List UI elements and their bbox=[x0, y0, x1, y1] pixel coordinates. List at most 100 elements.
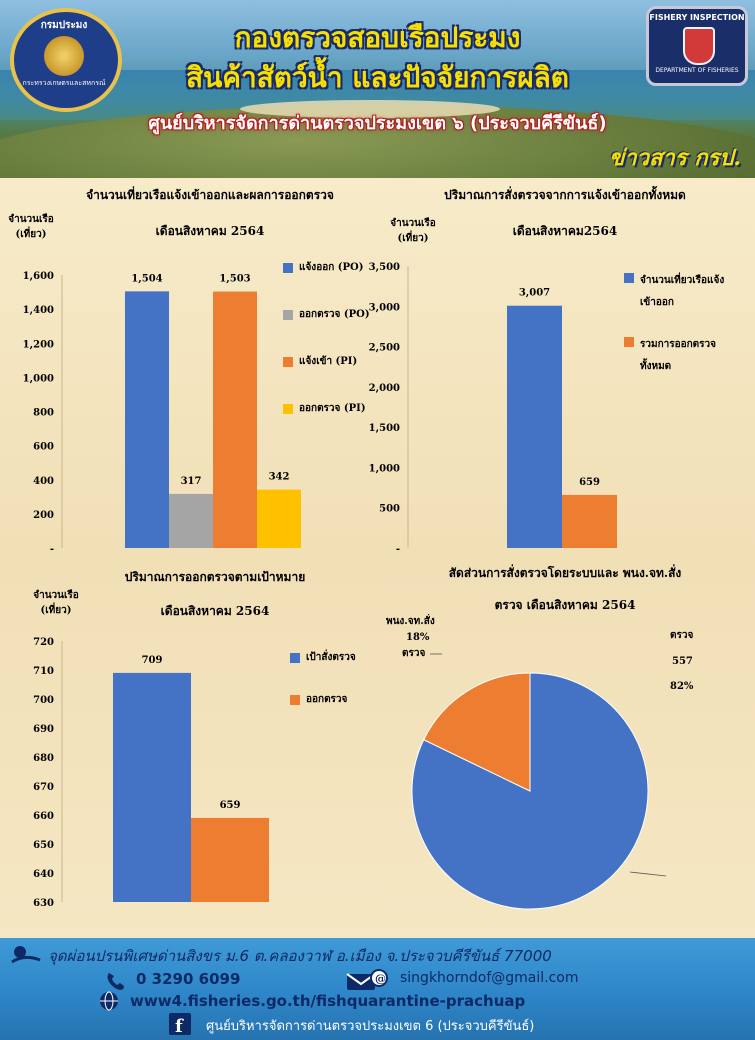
pie-slice bbox=[423, 672, 531, 792]
chart1-data-label: 1,503 bbox=[219, 274, 250, 285]
chart3-plot: 630 640 650 660 670 680 690 700 710 720 709 659 bbox=[33, 637, 269, 909]
pie-label-value: 557 bbox=[672, 656, 693, 667]
logo-right-bottom-text: DEPARTMENT OF FISHERIES bbox=[655, 67, 739, 74]
legend-label: แจ้งเข้า (PI) bbox=[299, 356, 358, 367]
chart3-y-tick: 650 bbox=[33, 840, 54, 851]
chart1-ylabel: จำนวนเรือ (เที่ยว) bbox=[0, 212, 62, 242]
pie-leader-line bbox=[629, 871, 667, 877]
pie-label-percent: 18% bbox=[406, 632, 430, 643]
chart3-y-tick: 680 bbox=[33, 753, 54, 764]
chart1-y-tick: 1,000 bbox=[23, 373, 54, 384]
pie-label-name: ตรวจ bbox=[670, 630, 693, 641]
legend-swatch bbox=[283, 263, 293, 273]
legend-label: ออกตรวจ (PO) bbox=[299, 309, 370, 320]
pie-label-name: พนง.จท.สั่ง bbox=[386, 614, 435, 627]
chart3-title-line2: เดือนสิงหาคม 2564 bbox=[160, 604, 270, 618]
chart2-ylabel-line1: จำนวนเรือ bbox=[390, 218, 436, 229]
chart1-plot: - 200 400 600 800 1,000 1,200 1,400 1,600 1,504 31… bbox=[23, 271, 301, 555]
legend-label: จำนวนเที่ยวเรือแจ้งเข้าออก bbox=[640, 270, 724, 314]
chart1-y-tick: 1,400 bbox=[23, 305, 54, 316]
chart3-ylabel-line2: (เที่ยว) bbox=[40, 605, 72, 616]
legend-label-line: ทั้งหมด bbox=[640, 361, 672, 372]
legend-label-line: จำนวนเที่ยวเรือแจ้ง bbox=[640, 275, 725, 286]
chart3-bar bbox=[113, 672, 191, 902]
footer-facebook[interactable]: ศูนย์บริหารจัดการด่านตรวจประมงเขต 6 (ประ… bbox=[206, 1019, 535, 1034]
chart1-y-tick: 800 bbox=[33, 408, 54, 419]
legend-swatch bbox=[290, 653, 300, 663]
chart3-legend: เป้าสั่งตรวจ ออกตรวจ bbox=[290, 650, 380, 710]
chart2-plot: - 500 1,000 1,500 2,000 2,500 3,000 3,500 3,007 6… bbox=[369, 262, 617, 555]
page-title-line2: สินค้าสัตว์น้ำ และปัจจัยการผลิต bbox=[186, 61, 569, 94]
chart3-y-tick: 700 bbox=[33, 695, 54, 706]
legend-label: แจ้งออก (PO) bbox=[299, 262, 364, 273]
legend-swatch bbox=[624, 337, 634, 347]
chart4-plot: ระบบสั่งตรวจ55782%พนง.จท.สั่งตรวจ12118% bbox=[386, 614, 694, 910]
location-icon bbox=[11, 946, 41, 964]
emblem-icon bbox=[44, 36, 84, 76]
chart3-title-line1: ปริมาณการออกตรวจตามเป้าหมาย bbox=[124, 570, 306, 584]
chart3-y-tick: 660 bbox=[33, 811, 54, 822]
chart2-legend: จำนวนเที่ยวเรือแจ้ง เข้าออก รวมการออกตรวจท… bbox=[624, 270, 749, 380]
chart1-data-label: 317 bbox=[181, 476, 202, 487]
chart1-data-label: 342 bbox=[269, 472, 290, 483]
footer-website[interactable]: www4.fisheries.go.th/fishquarantine-prac… bbox=[130, 992, 526, 1010]
chart2-bar bbox=[507, 305, 562, 548]
chart3-ylabel: จำนวนเรือ (เที่ยว) bbox=[22, 588, 90, 618]
chart1-legend: แจ้งออก (PO) ออกตรวจ (PO) แจ้งเข้า (PI) ออก… bbox=[283, 260, 383, 430]
chart2-data-label: 3,007 bbox=[519, 288, 550, 299]
svg-text:@: @ bbox=[375, 972, 386, 985]
page-title-line1: กองตรวจสอบเรือประมง bbox=[234, 21, 521, 54]
footer-address: จุดผ่อนปรนพิเศษด่านสิงขร ม.6 ต.คลองวาฬ อ… bbox=[48, 947, 552, 965]
chart1-bar bbox=[257, 489, 301, 548]
legend-label-line: เข้าออก bbox=[640, 297, 674, 308]
facebook-icon[interactable]: f bbox=[168, 1012, 194, 1036]
chart1-y-tick: 200 bbox=[33, 510, 54, 521]
chart2-bar bbox=[562, 494, 617, 548]
chart2-data-label: 659 bbox=[579, 477, 600, 488]
chart2-title-line2: เดือนสิงหาคม2564 bbox=[512, 224, 618, 238]
logo-left-subtext: กระทรวงเกษตรและสหกรณ์ bbox=[22, 79, 106, 87]
chart2-y-tick: 500 bbox=[379, 504, 400, 515]
chart2-y-tick: 2,500 bbox=[369, 343, 400, 354]
chart1-bar bbox=[125, 291, 169, 548]
chart1-y-tick: - bbox=[50, 544, 54, 555]
fisheries-department-logo: กรมประมง กระทรวงเกษตรและสหกรณ์ bbox=[10, 8, 122, 112]
chart2-y-tick: 3,500 bbox=[369, 262, 400, 273]
chart2-y-tick: 3,000 bbox=[369, 302, 400, 313]
legend-label: ออกตรวจ (PI) bbox=[299, 403, 366, 414]
chart3-y-tick: 720 bbox=[33, 637, 54, 648]
charts-area: จำนวนเที่ยวเรือแจ้งเข้าออกและผลการออกตรว… bbox=[0, 178, 755, 938]
footer-phone[interactable]: 0 3290 6099 bbox=[136, 970, 241, 988]
chart2-title-line1: ปริมาณการสั่งตรวจจากการแจ้งเข้าออกทั้งหม… bbox=[444, 188, 686, 202]
chart2-ylabel: จำนวนเรือ (เที่ยว) bbox=[378, 216, 448, 246]
chart1-ylabel-line2: (เที่ยว) bbox=[15, 229, 47, 240]
legend-swatch bbox=[283, 310, 293, 320]
chart1-y-tick: 1,200 bbox=[23, 339, 54, 350]
chart2-y-tick: 1,000 bbox=[369, 463, 400, 474]
chart4-title-line1: สัดส่วนการสั่งตรวจโดยระบบและ พนง.จท.สั่ง bbox=[448, 566, 682, 580]
chart1-title-line2: เดือนสิงหาคม 2564 bbox=[155, 224, 265, 238]
chart1-y-tick: 600 bbox=[33, 442, 54, 453]
shield-icon bbox=[683, 27, 715, 65]
legend-label: ออกตรวจ bbox=[306, 694, 348, 705]
phone-icon bbox=[107, 973, 124, 990]
beach-background bbox=[240, 100, 500, 118]
pie-label-value: 121 bbox=[406, 614, 427, 617]
chart1-bar bbox=[169, 493, 213, 548]
chart3-bar bbox=[191, 817, 269, 902]
chart4-title-line2: ตรวจ เดือนสิงหาคม 2564 bbox=[494, 598, 636, 612]
chart2-y-tick: 1,500 bbox=[369, 423, 400, 434]
chart3-y-tick: 630 bbox=[33, 898, 54, 909]
page-subtitle: ศูนย์บริหารจัดการด่านตรวจประมงเขต ๖ (ประ… bbox=[148, 113, 607, 134]
chart3-data-label: 659 bbox=[220, 800, 241, 811]
chart1-bar bbox=[213, 291, 257, 548]
chart2-y-tick: 2,000 bbox=[369, 383, 400, 394]
chart3-y-tick: 670 bbox=[33, 782, 54, 793]
footer-email[interactable]: singkhorndof@gmail.com bbox=[400, 970, 579, 986]
email-icon: @ bbox=[346, 969, 388, 990]
chart1-y-tick: 400 bbox=[33, 476, 54, 487]
chart2-ylabel-line2: (เที่ยว) bbox=[397, 233, 429, 244]
chart1-ylabel-line1: จำนวนเรือ bbox=[8, 214, 54, 225]
logo-left-text: กรมประมง bbox=[40, 20, 88, 31]
legend-swatch bbox=[624, 273, 634, 283]
